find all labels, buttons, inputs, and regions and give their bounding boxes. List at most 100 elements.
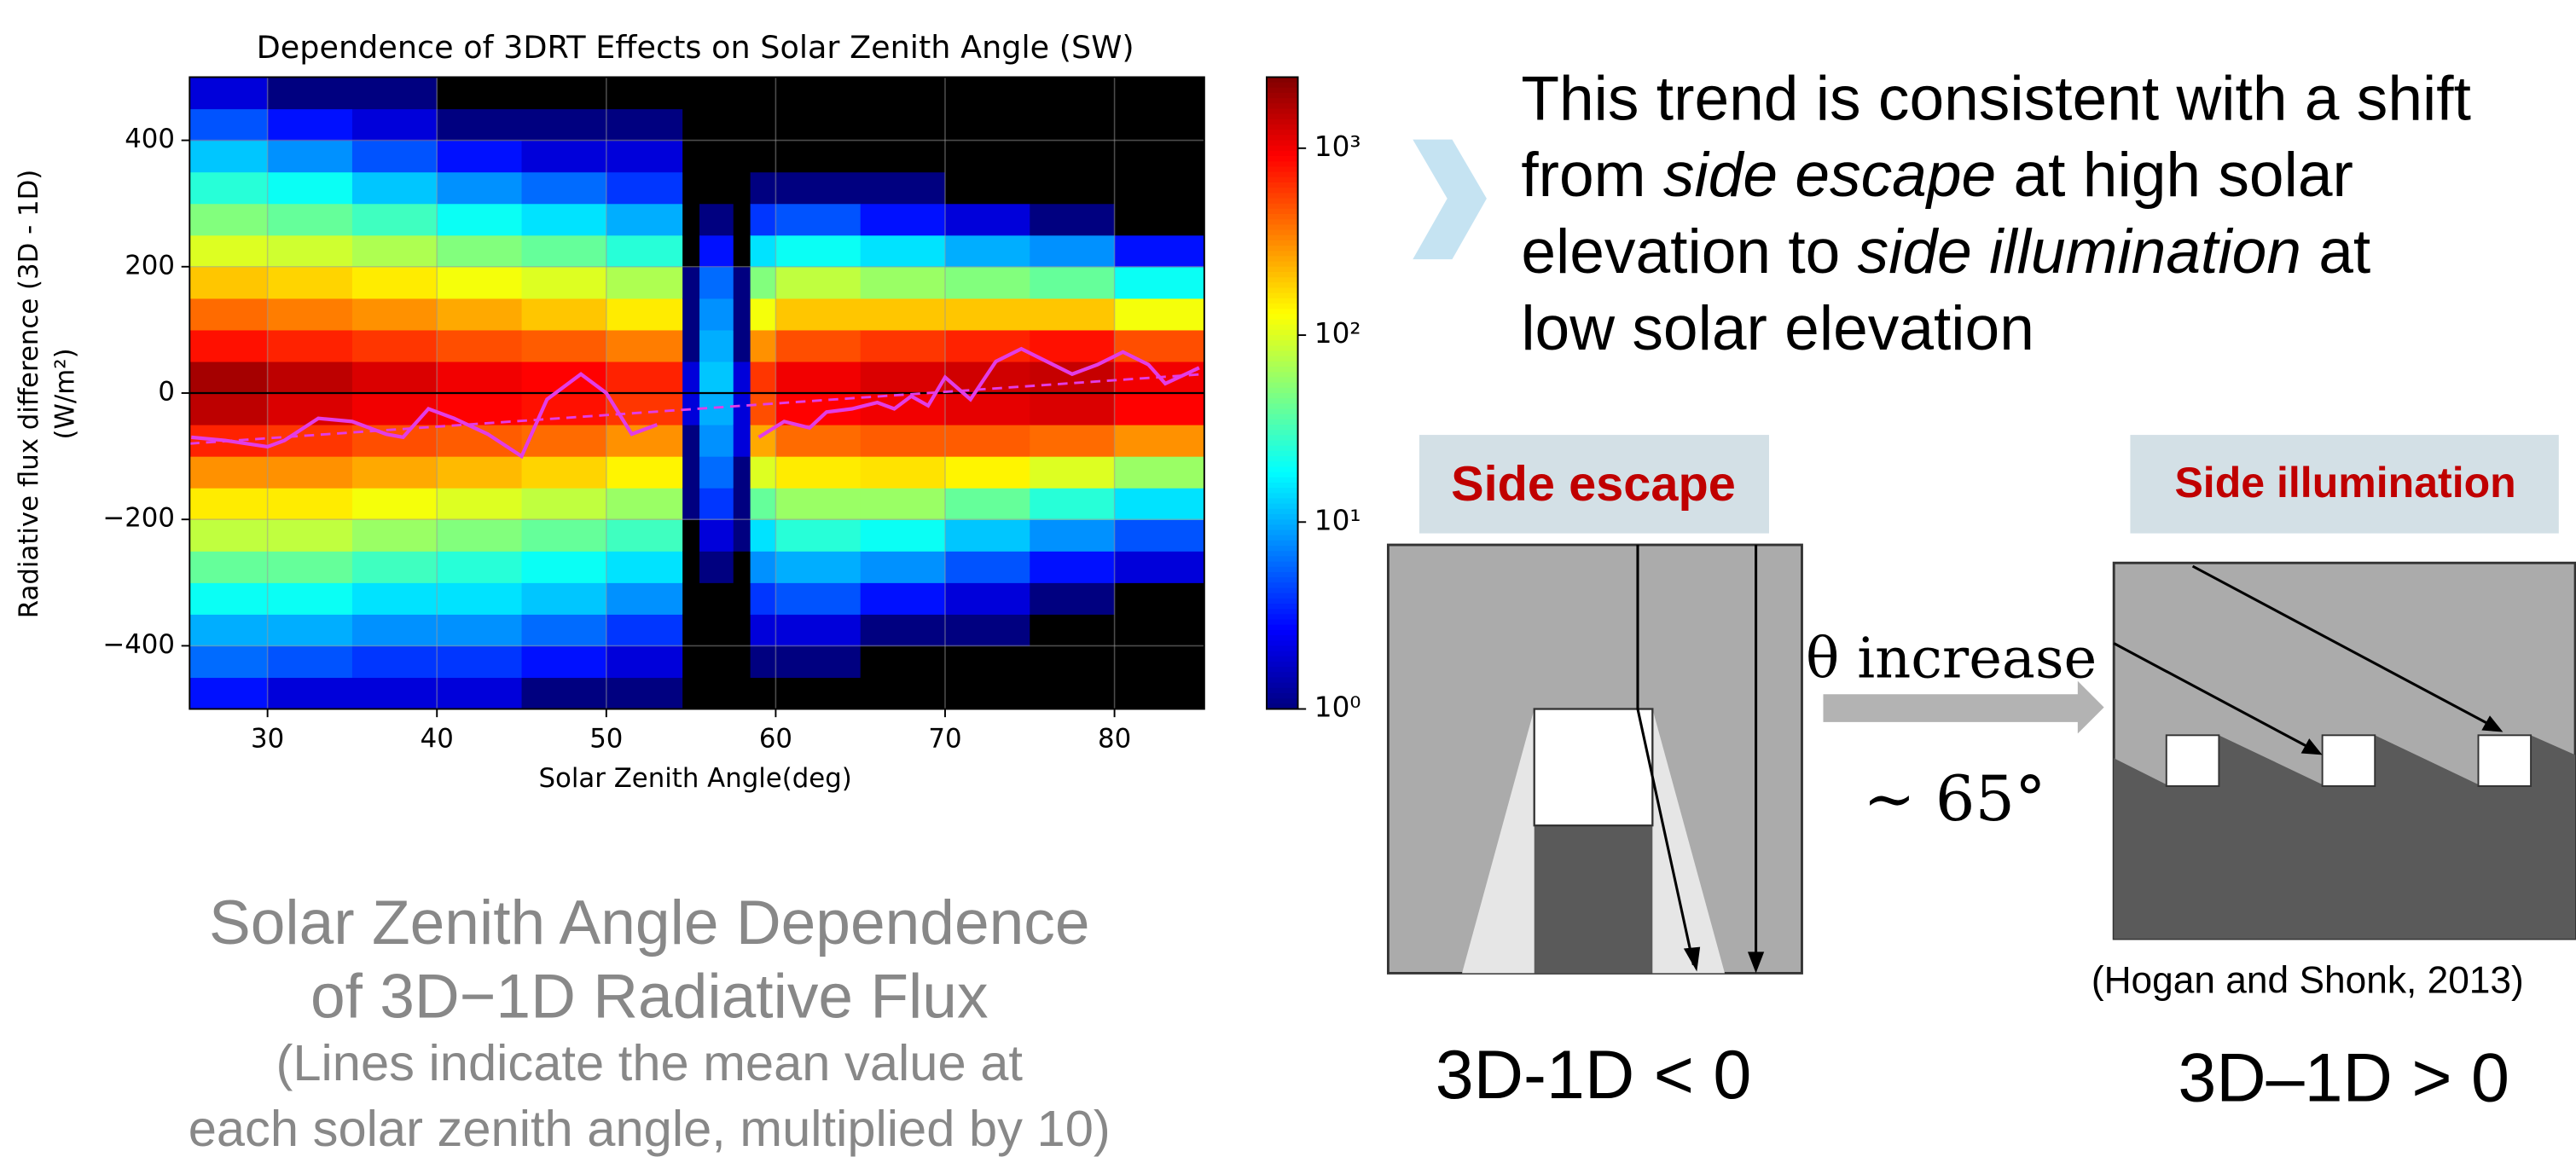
heatmap-cell — [699, 582, 734, 615]
heatmap-cell — [351, 77, 438, 110]
heatmap-cell — [860, 456, 946, 489]
ray — [2191, 564, 2489, 726]
heatmap-cell — [699, 140, 734, 173]
heatmap-cell — [351, 108, 438, 142]
caption-title: Solar Zenith Angle Dependence — [209, 888, 1090, 957]
heatmap-cell — [682, 425, 700, 457]
heatmap-cell — [733, 203, 751, 236]
heatmap-cell — [699, 77, 734, 110]
heatmap-cell — [860, 329, 946, 362]
heatmap-cell — [733, 361, 751, 394]
colorbar-segment — [1266, 535, 1298, 541]
heatmap-cell — [699, 677, 734, 710]
heatmap-cell — [944, 140, 1030, 173]
heatmap-cell — [944, 551, 1030, 583]
heatmap-cell — [682, 361, 700, 394]
panel-label: Side illumination — [2174, 459, 2515, 506]
heatmap-cell — [775, 645, 862, 679]
heatmap-cell — [775, 361, 862, 394]
heatmap-cell — [682, 614, 700, 646]
heatmap-cell — [699, 488, 734, 520]
colorbar-segment — [1266, 140, 1298, 147]
colorbar-segment — [1266, 361, 1298, 367]
heatmap-cell — [699, 266, 734, 299]
heatmap-cell — [1114, 298, 1205, 331]
label-box — [2130, 435, 2559, 534]
heatmap-cell — [606, 203, 683, 236]
heatmap-cell — [750, 171, 776, 205]
colorbar-segment — [1266, 651, 1298, 657]
heatmap-cell — [750, 266, 776, 299]
heatmap-cell — [267, 456, 353, 489]
x-tick-label: 50 — [589, 724, 623, 755]
heatmap-cell — [189, 392, 269, 425]
colorbar-segment — [1266, 135, 1298, 142]
colorbar-segment — [1266, 524, 1298, 531]
heatmap-cell — [775, 425, 862, 457]
heatmap-cell — [437, 456, 523, 489]
heatmap-cell — [189, 203, 269, 236]
colorbar-segment — [1266, 387, 1298, 394]
colorbar-frame — [1266, 76, 1299, 710]
heatmap-cell — [733, 614, 751, 646]
heatmap-cell — [267, 582, 353, 615]
heatmap-cell — [1114, 519, 1205, 552]
heatmap-cell — [267, 140, 353, 173]
x-tick-label: 60 — [759, 724, 792, 755]
heatmap-cell — [944, 519, 1030, 552]
heatmap-cell — [1114, 614, 1205, 646]
heatmap-cell — [750, 456, 776, 489]
heatmap-cell — [521, 456, 607, 489]
y-tick-label: 0 — [158, 376, 175, 407]
heatmap-cell — [437, 519, 523, 552]
heatmap-cell — [775, 456, 862, 489]
heatmap-cell — [860, 77, 946, 110]
heatmap-cell — [682, 298, 700, 331]
statement-line: elevation to side illumination at — [1521, 217, 2370, 286]
arrowhead — [1683, 946, 1701, 972]
heatmap-cell — [189, 488, 269, 520]
heatmap-cell — [1030, 298, 1116, 331]
colorbar-segment — [1266, 488, 1298, 495]
heatmap-cell — [521, 298, 607, 331]
heatmap-cell — [860, 108, 946, 142]
colorbar-segment — [1266, 435, 1298, 442]
colorbar-segment — [1266, 304, 1298, 309]
colorbar-segment — [1266, 614, 1298, 621]
heatmap-cell — [682, 171, 700, 205]
heatmap-cell — [1030, 234, 1116, 268]
heatmap-cell — [750, 203, 776, 236]
heatmap-cell — [521, 329, 607, 362]
colorbar-segment — [1266, 208, 1298, 215]
heatmap-cell — [521, 551, 607, 583]
heatmap-cell — [1114, 392, 1205, 425]
heatmap-cell — [750, 108, 776, 142]
heatmap-cell — [437, 392, 523, 425]
heatmap-cell — [1030, 551, 1116, 583]
cloud — [2477, 734, 2532, 787]
y-tick-label: 400 — [125, 124, 175, 154]
heatmap-cell — [860, 551, 946, 583]
heatmap-cell — [775, 488, 862, 520]
heatmap-cell — [267, 329, 353, 362]
statement-text: This trend is consistent with a shift — [1521, 65, 2471, 134]
heatmap-cell — [606, 645, 683, 679]
statement-text: elevation to — [1521, 217, 1857, 286]
heatmap-cell — [944, 425, 1030, 457]
heatmap-cell — [750, 551, 776, 583]
heatmap-cell — [267, 234, 353, 268]
heatmap-cell — [750, 582, 776, 615]
heatmap-cell — [733, 582, 751, 615]
heatmap-cell — [606, 392, 683, 425]
chevron-icon — [1413, 139, 1487, 260]
heatmap-cell — [1030, 392, 1116, 425]
heatmap-cell — [944, 614, 1030, 646]
heatmap-cell — [606, 519, 683, 552]
heatmap-cell — [189, 234, 269, 268]
colorbar-segment — [1266, 193, 1298, 200]
heatmap-cell — [606, 456, 683, 489]
heatmap-cell — [1030, 425, 1116, 457]
heatmap-cell — [699, 329, 734, 362]
